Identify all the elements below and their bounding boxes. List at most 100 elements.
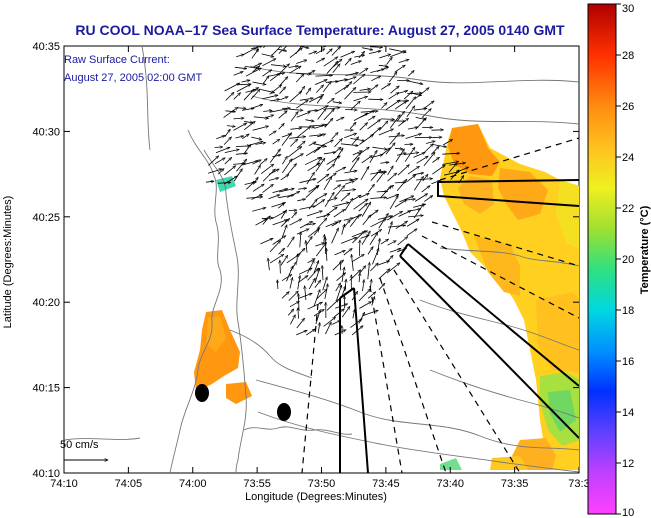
current-vector: [252, 184, 264, 192]
current-vector: [378, 128, 394, 136]
inset-label-line2: August 27, 2005 02:00 GMT: [64, 72, 202, 84]
current-vector: [458, 175, 464, 184]
current-vector: [378, 283, 385, 291]
current-vector: [415, 88, 430, 99]
current-vector: [297, 293, 312, 299]
current-vector: [376, 67, 389, 72]
current-vector: [344, 133, 356, 139]
current-vector: [323, 109, 335, 121]
current-vector: [269, 109, 287, 113]
current-vector: [333, 209, 345, 218]
current-vector: [359, 240, 360, 256]
current-vector: [305, 329, 315, 336]
current-vector: [331, 132, 338, 140]
current-vector: [315, 243, 324, 247]
current-vector: [372, 146, 387, 149]
x-tick-label: 73:35: [501, 478, 529, 490]
current-vector: [224, 149, 240, 153]
current-vector: [288, 66, 299, 68]
current-vector: [331, 228, 339, 244]
current-vector: [225, 111, 236, 112]
current-vector: [331, 46, 341, 56]
current-vector: [250, 89, 260, 100]
current-vector: [387, 240, 397, 246]
current-vector: [350, 101, 361, 110]
y-axis-ticks: 40:35 40:30 40:25 40:20 40:15 40:10: [32, 41, 579, 480]
current-vector: [389, 248, 401, 253]
current-vector: [359, 68, 368, 75]
current-vector: [234, 67, 247, 68]
current-vector: [442, 139, 453, 146]
current-vector: [363, 280, 365, 292]
current-vector: [253, 62, 262, 67]
colorbar-tick-label: 12: [622, 458, 634, 470]
current-vector: [304, 156, 321, 166]
current-vector: [404, 147, 415, 162]
current-vector: [280, 210, 287, 219]
y-tick-label: 40:35: [32, 41, 60, 53]
current-vector: [270, 64, 286, 67]
current-vector: [416, 155, 429, 164]
current-vector: [313, 145, 324, 154]
current-vector: [448, 163, 457, 173]
current-vector: [287, 237, 294, 248]
y-tick-label: 40:10: [32, 468, 60, 480]
current-vector: [359, 89, 371, 91]
current-vector: [299, 98, 314, 101]
current-vector: [241, 80, 250, 82]
current-vector: [277, 203, 284, 209]
current-vector: [215, 147, 230, 154]
current-vector: [423, 152, 435, 166]
current-vector: [262, 58, 276, 67]
current-vector: [315, 57, 325, 64]
current-vector: [421, 186, 430, 193]
current-vector: [414, 193, 428, 202]
current-vector: [351, 326, 363, 336]
current-vector: [281, 133, 292, 146]
colorbar-tick-label: 16: [622, 356, 634, 368]
current-vector: [386, 57, 393, 65]
current-vector: [335, 79, 347, 83]
current-vector: [332, 319, 341, 325]
current-vector: [359, 192, 369, 199]
current-vector: [252, 208, 266, 212]
current-vector: [244, 66, 258, 68]
colorbar-tick-label: 20: [622, 254, 634, 266]
x-axis-ticks: 74:10 74:05 74:00 73:55 73:50 73:45 73:40 73:35…: [50, 46, 590, 490]
current-vector: [272, 155, 281, 158]
current-vector: [223, 107, 238, 118]
current-vector: [309, 125, 324, 126]
y-tick-label: 40:25: [32, 212, 60, 224]
current-vector: [407, 80, 423, 84]
current-vector: [349, 215, 359, 227]
current-vector: [233, 122, 247, 131]
x-axis-label: Longitude (Degrees:Minutes): [245, 491, 387, 503]
current-vector: [262, 169, 275, 182]
current-vector: [306, 172, 315, 185]
current-vector: [233, 93, 241, 100]
current-vector: [268, 258, 270, 271]
current-vector: [424, 196, 433, 202]
current-vector: [415, 118, 427, 130]
current-vector: [252, 81, 266, 85]
current-vector: [216, 136, 225, 140]
current-vector: [387, 166, 394, 176]
current-vector: [289, 277, 293, 289]
current-vector: [406, 175, 416, 182]
current-vector: [334, 329, 346, 336]
current-vector: [389, 195, 399, 210]
current-vector: [381, 103, 387, 109]
current-vector: [315, 105, 328, 112]
current-vector: [332, 102, 342, 103]
current-vector: [252, 126, 269, 131]
current-vector: [331, 220, 341, 227]
current-vector: [223, 137, 231, 145]
current-vector: [269, 73, 280, 82]
current-vector: [280, 97, 288, 101]
current-vector: [352, 231, 365, 244]
current-vector: [263, 46, 266, 49]
current-vector: [353, 96, 368, 102]
inset-label-line1: Raw Surface Current:: [64, 54, 170, 66]
current-vector: [278, 111, 288, 119]
